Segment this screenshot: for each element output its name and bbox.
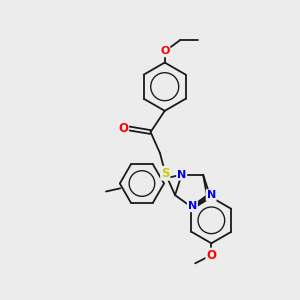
Text: O: O	[206, 249, 216, 262]
Text: O: O	[160, 46, 169, 56]
Text: O: O	[118, 122, 128, 135]
Text: N: N	[188, 201, 197, 211]
Text: S: S	[161, 167, 170, 180]
Text: N: N	[177, 170, 186, 180]
Text: N: N	[207, 190, 216, 200]
